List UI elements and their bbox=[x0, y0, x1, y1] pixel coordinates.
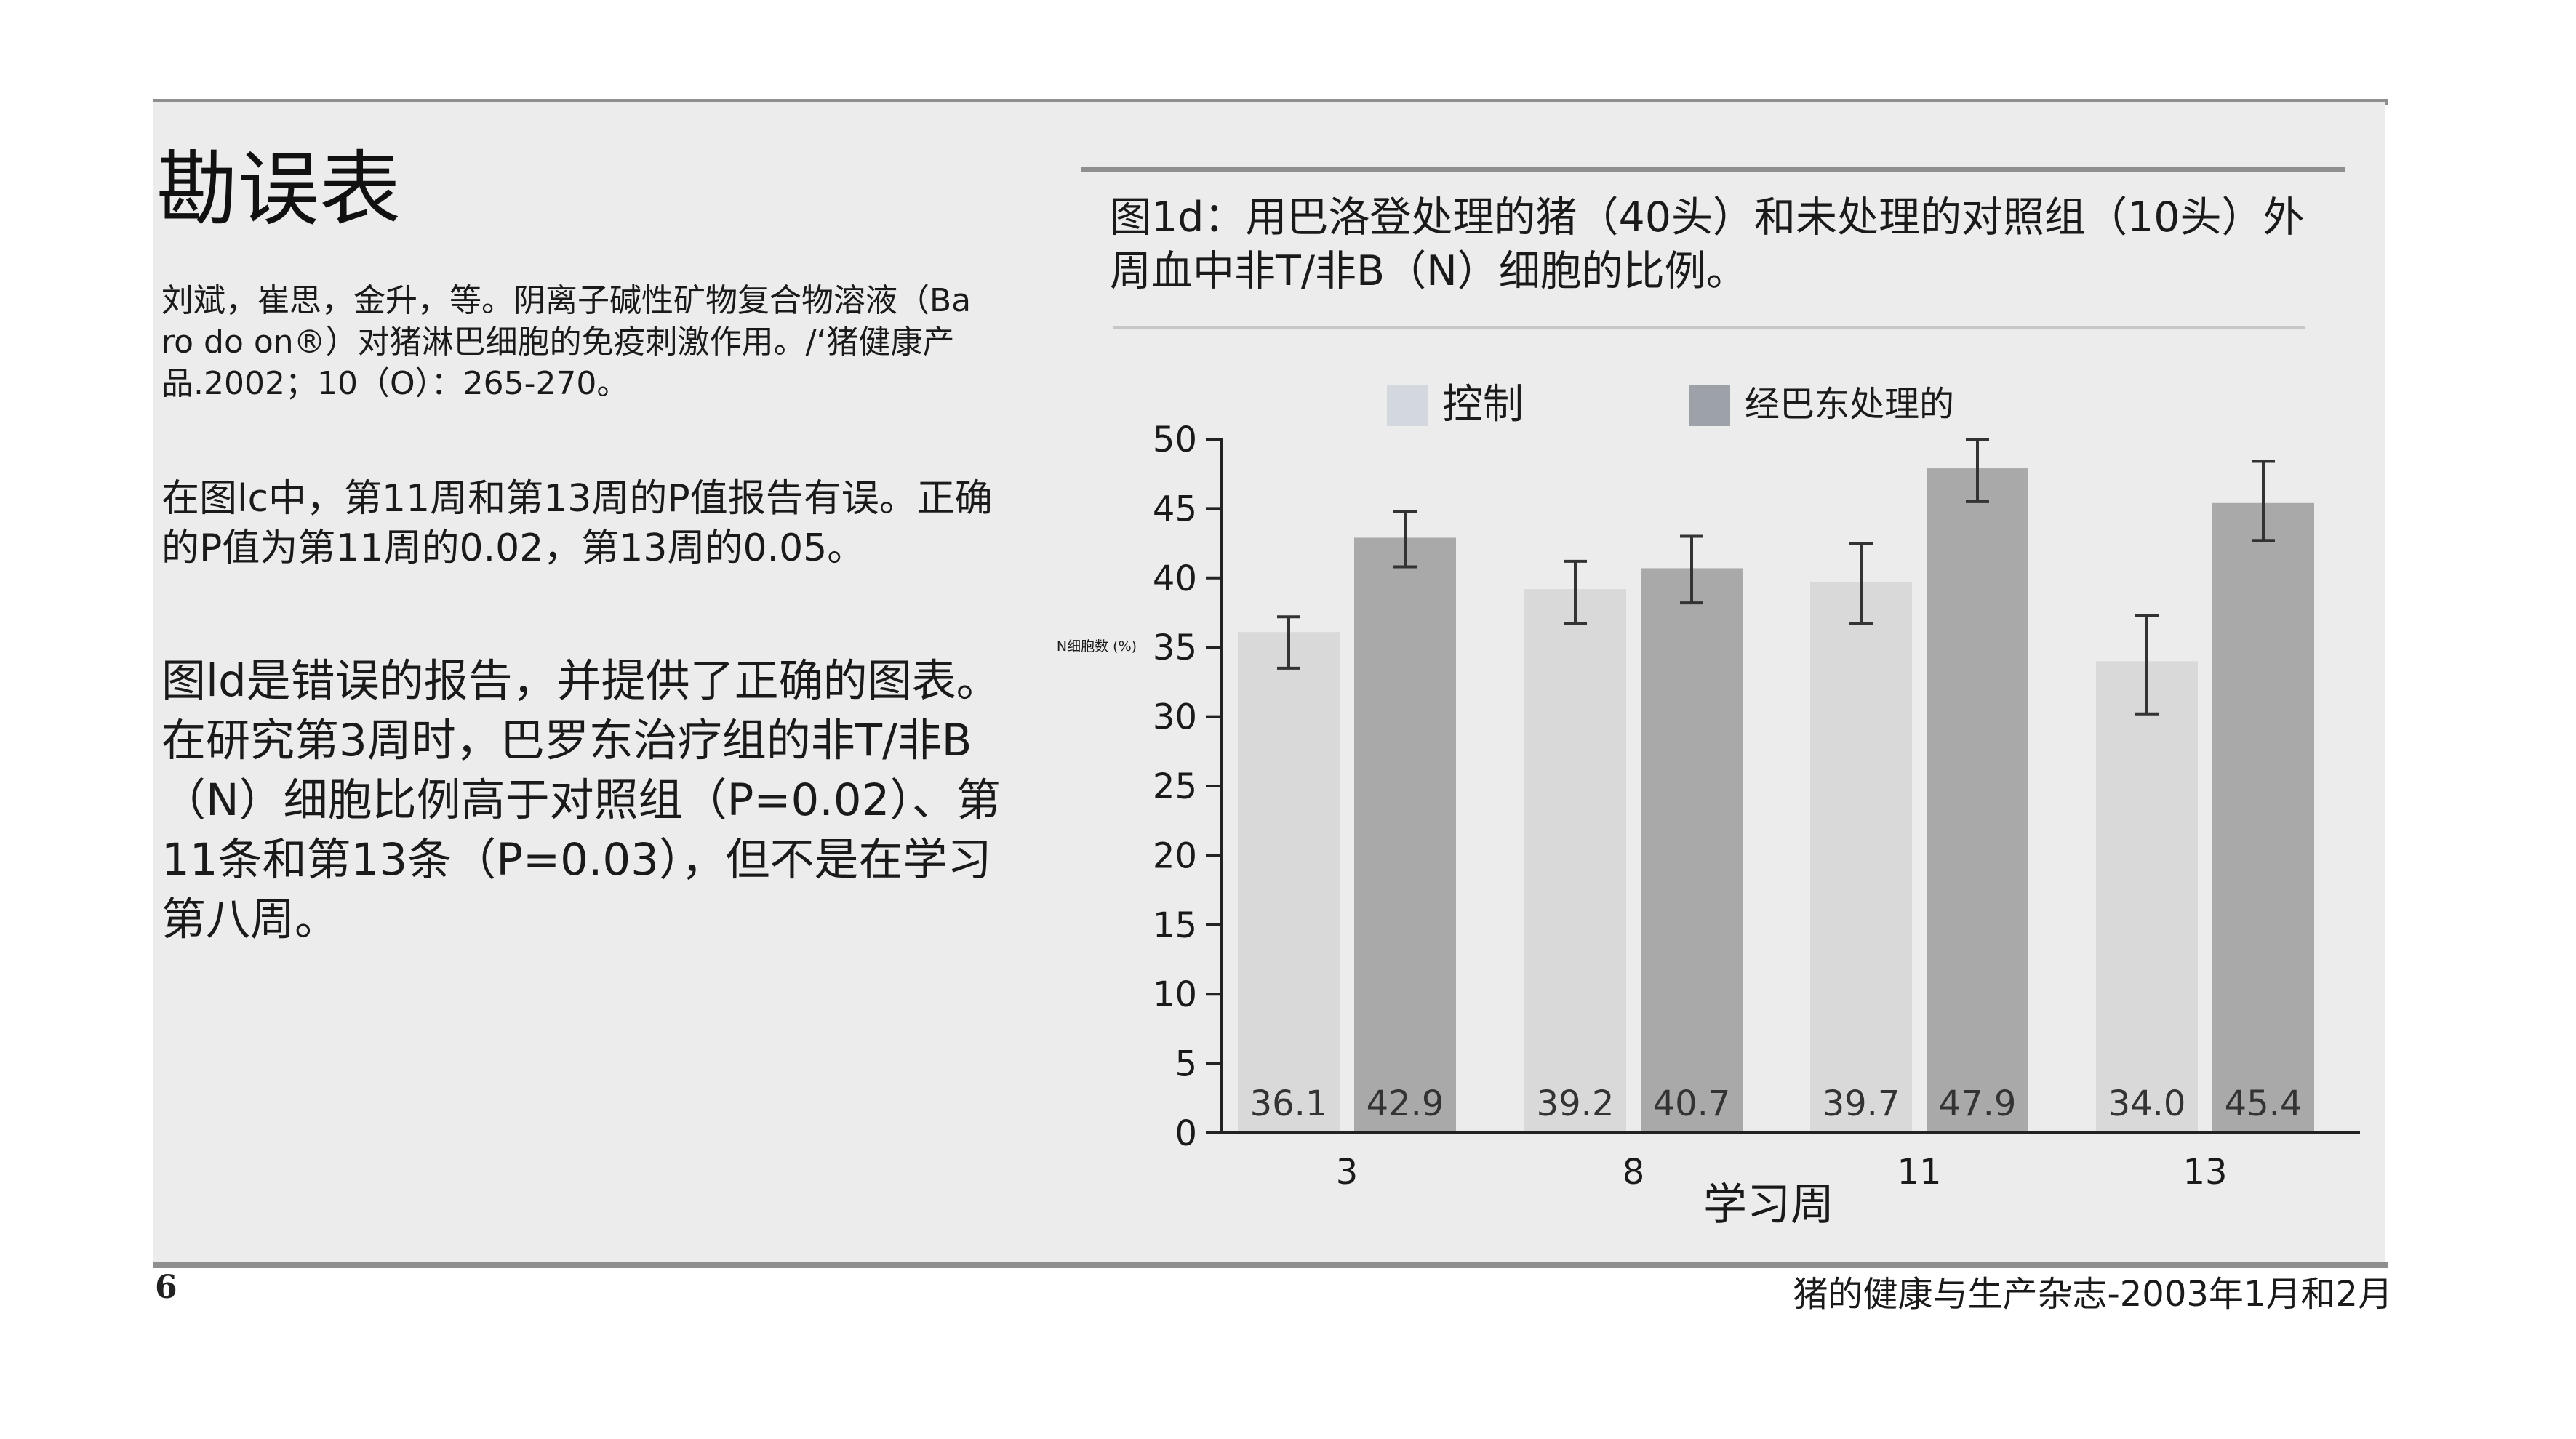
error-bar bbox=[1680, 534, 1703, 605]
x-axis: 3 8 11 13 bbox=[1220, 1131, 2360, 1193]
legend-swatch-control bbox=[1387, 385, 1428, 426]
legend: 控制 经巴东处理的 bbox=[1387, 381, 1954, 428]
bar-value-label: 34.0 bbox=[2108, 1083, 2186, 1124]
y-axis-label: N细胞数 (%) bbox=[1057, 638, 1137, 654]
bar-chart: 控制 经巴东处理的 N细胞数 (%) 学习周 0 5 10 15 20 25 30 35 40 4… bbox=[1057, 381, 2360, 1230]
y-tick-label: 5 bbox=[1175, 1044, 1197, 1085]
bar-value-label: 39.7 bbox=[1823, 1083, 1900, 1124]
bars: 36.1 42.9 39.2 40.7 39.7 47.9 34.0 45.4 bbox=[1238, 438, 2314, 1133]
y-tick-label: 40 bbox=[1153, 558, 1197, 599]
page-number: 6 bbox=[155, 1269, 177, 1306]
figure-caption: 图1d：用巴洛登处理的猪（40头）和未处理的对照组（10头）外周血中非T/非B（… bbox=[1110, 193, 2305, 295]
bar-control-week-3 bbox=[1238, 632, 1340, 1133]
figure-top-rule bbox=[1081, 167, 2345, 172]
correction-paragraph-1: 在图lc中，第11周和第13周的P值报告有误。正确的P值为第11周的0.02，第… bbox=[161, 477, 993, 570]
citation-text: 刘斌，崔思，金升，等。阴离子碱性矿物复合物溶液（Ba ro do on®）对猪淋… bbox=[161, 282, 972, 402]
legend-label-control: 控制 bbox=[1442, 381, 1524, 428]
x-tick-label-week-8: 8 bbox=[1623, 1152, 1645, 1193]
y-tick-label: 20 bbox=[1153, 835, 1197, 876]
error-bar bbox=[1393, 510, 1417, 569]
legend-swatch-treated bbox=[1689, 385, 1730, 426]
y-tick-label: 15 bbox=[1153, 905, 1197, 946]
x-axis-title: 学习周 bbox=[1703, 1179, 1834, 1230]
y-tick-label: 0 bbox=[1175, 1113, 1197, 1154]
legend-label-treated: 经巴东处理的 bbox=[1745, 384, 1954, 425]
y-tick-label: 50 bbox=[1153, 420, 1197, 460]
journal-footer: 猪的健康与生产杂志-2003年1月和2月 bbox=[1793, 1274, 2393, 1315]
figure-caption-rule bbox=[1113, 326, 2305, 329]
bar-treated-week-3 bbox=[1354, 537, 1456, 1133]
y-tick-label: 45 bbox=[1153, 489, 1197, 529]
bar-value-label: 47.9 bbox=[1939, 1083, 2017, 1124]
x-tick-label-week-13: 13 bbox=[2183, 1152, 2227, 1193]
bar-control-week-8 bbox=[1524, 589, 1626, 1133]
bar-value-label: 40.7 bbox=[1653, 1083, 1731, 1124]
y-tick-label: 35 bbox=[1153, 628, 1197, 668]
bar-treated-week-11 bbox=[1927, 468, 2028, 1133]
error-bar bbox=[1564, 559, 1587, 625]
bar-treated-week-8 bbox=[1641, 568, 1743, 1133]
bar-value-label: 45.4 bbox=[2225, 1083, 2303, 1124]
bar-control-week-13 bbox=[2096, 661, 2198, 1133]
bar-treated-week-13 bbox=[2212, 502, 2314, 1133]
bar-value-label: 42.9 bbox=[1367, 1083, 1444, 1124]
x-tick-label-week-11: 11 bbox=[1897, 1152, 1941, 1193]
correction-paragraph-2: 图ld是错误的报告，并提供了正确的图表。在研究第3周时，巴罗东治疗组的非T/非B… bbox=[161, 655, 1001, 945]
error-bar bbox=[1277, 615, 1300, 670]
bar-control-week-11 bbox=[1810, 582, 1912, 1133]
bar-value-label: 39.2 bbox=[1537, 1083, 1615, 1124]
error-bar bbox=[1849, 542, 1873, 625]
y-tick-label: 10 bbox=[1153, 974, 1197, 1015]
bar-value-label: 36.1 bbox=[1250, 1083, 1328, 1124]
error-bar bbox=[1966, 438, 1989, 503]
error-bar bbox=[2252, 460, 2275, 542]
bottom-rule bbox=[153, 1262, 2388, 1268]
x-tick-label-week-3: 3 bbox=[1336, 1152, 1359, 1193]
y-tick-label: 25 bbox=[1153, 766, 1197, 807]
error-bar bbox=[2135, 614, 2159, 716]
y-axis: 0 5 10 15 20 25 30 35 40 45 50 bbox=[1153, 420, 1223, 1154]
y-tick-label: 30 bbox=[1153, 697, 1197, 738]
page-title: 勘误表 bbox=[156, 143, 401, 237]
